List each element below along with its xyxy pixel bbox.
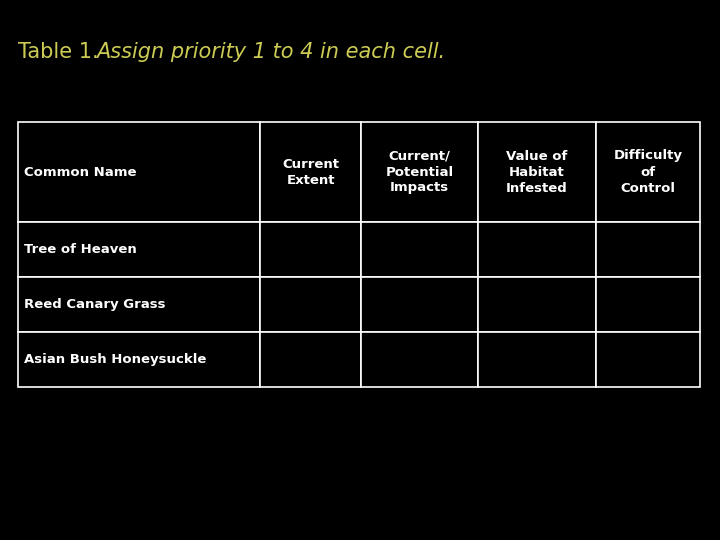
Bar: [361, 332, 478, 387]
Bar: [595, 222, 700, 277]
Bar: [595, 122, 700, 222]
Text: Asian Bush Honeysuckle: Asian Bush Honeysuckle: [24, 353, 207, 366]
Text: Current
Extent: Current Extent: [282, 158, 339, 186]
Text: Assign priority 1 to 4 in each cell.: Assign priority 1 to 4 in each cell.: [96, 42, 445, 62]
Bar: [478, 277, 595, 332]
Bar: [361, 122, 478, 222]
Bar: [18, 277, 260, 332]
Bar: [18, 332, 260, 387]
Bar: [18, 222, 260, 277]
Text: Current/
Potential
Impacts: Current/ Potential Impacts: [386, 150, 454, 194]
Text: Common Name: Common Name: [24, 165, 137, 179]
Bar: [361, 277, 478, 332]
Bar: [260, 332, 361, 387]
Bar: [595, 332, 700, 387]
Bar: [260, 222, 361, 277]
Text: Table 1.: Table 1.: [18, 42, 105, 62]
Text: Reed Canary Grass: Reed Canary Grass: [24, 298, 166, 311]
Bar: [478, 332, 595, 387]
Bar: [260, 122, 361, 222]
Text: Difficulty
of
Control: Difficulty of Control: [613, 150, 683, 194]
Text: Value of
Habitat
Infested: Value of Habitat Infested: [506, 150, 568, 194]
Bar: [478, 222, 595, 277]
Bar: [260, 277, 361, 332]
Bar: [595, 277, 700, 332]
Bar: [361, 222, 478, 277]
Bar: [18, 122, 260, 222]
Text: Tree of Heaven: Tree of Heaven: [24, 243, 137, 256]
Bar: [478, 122, 595, 222]
